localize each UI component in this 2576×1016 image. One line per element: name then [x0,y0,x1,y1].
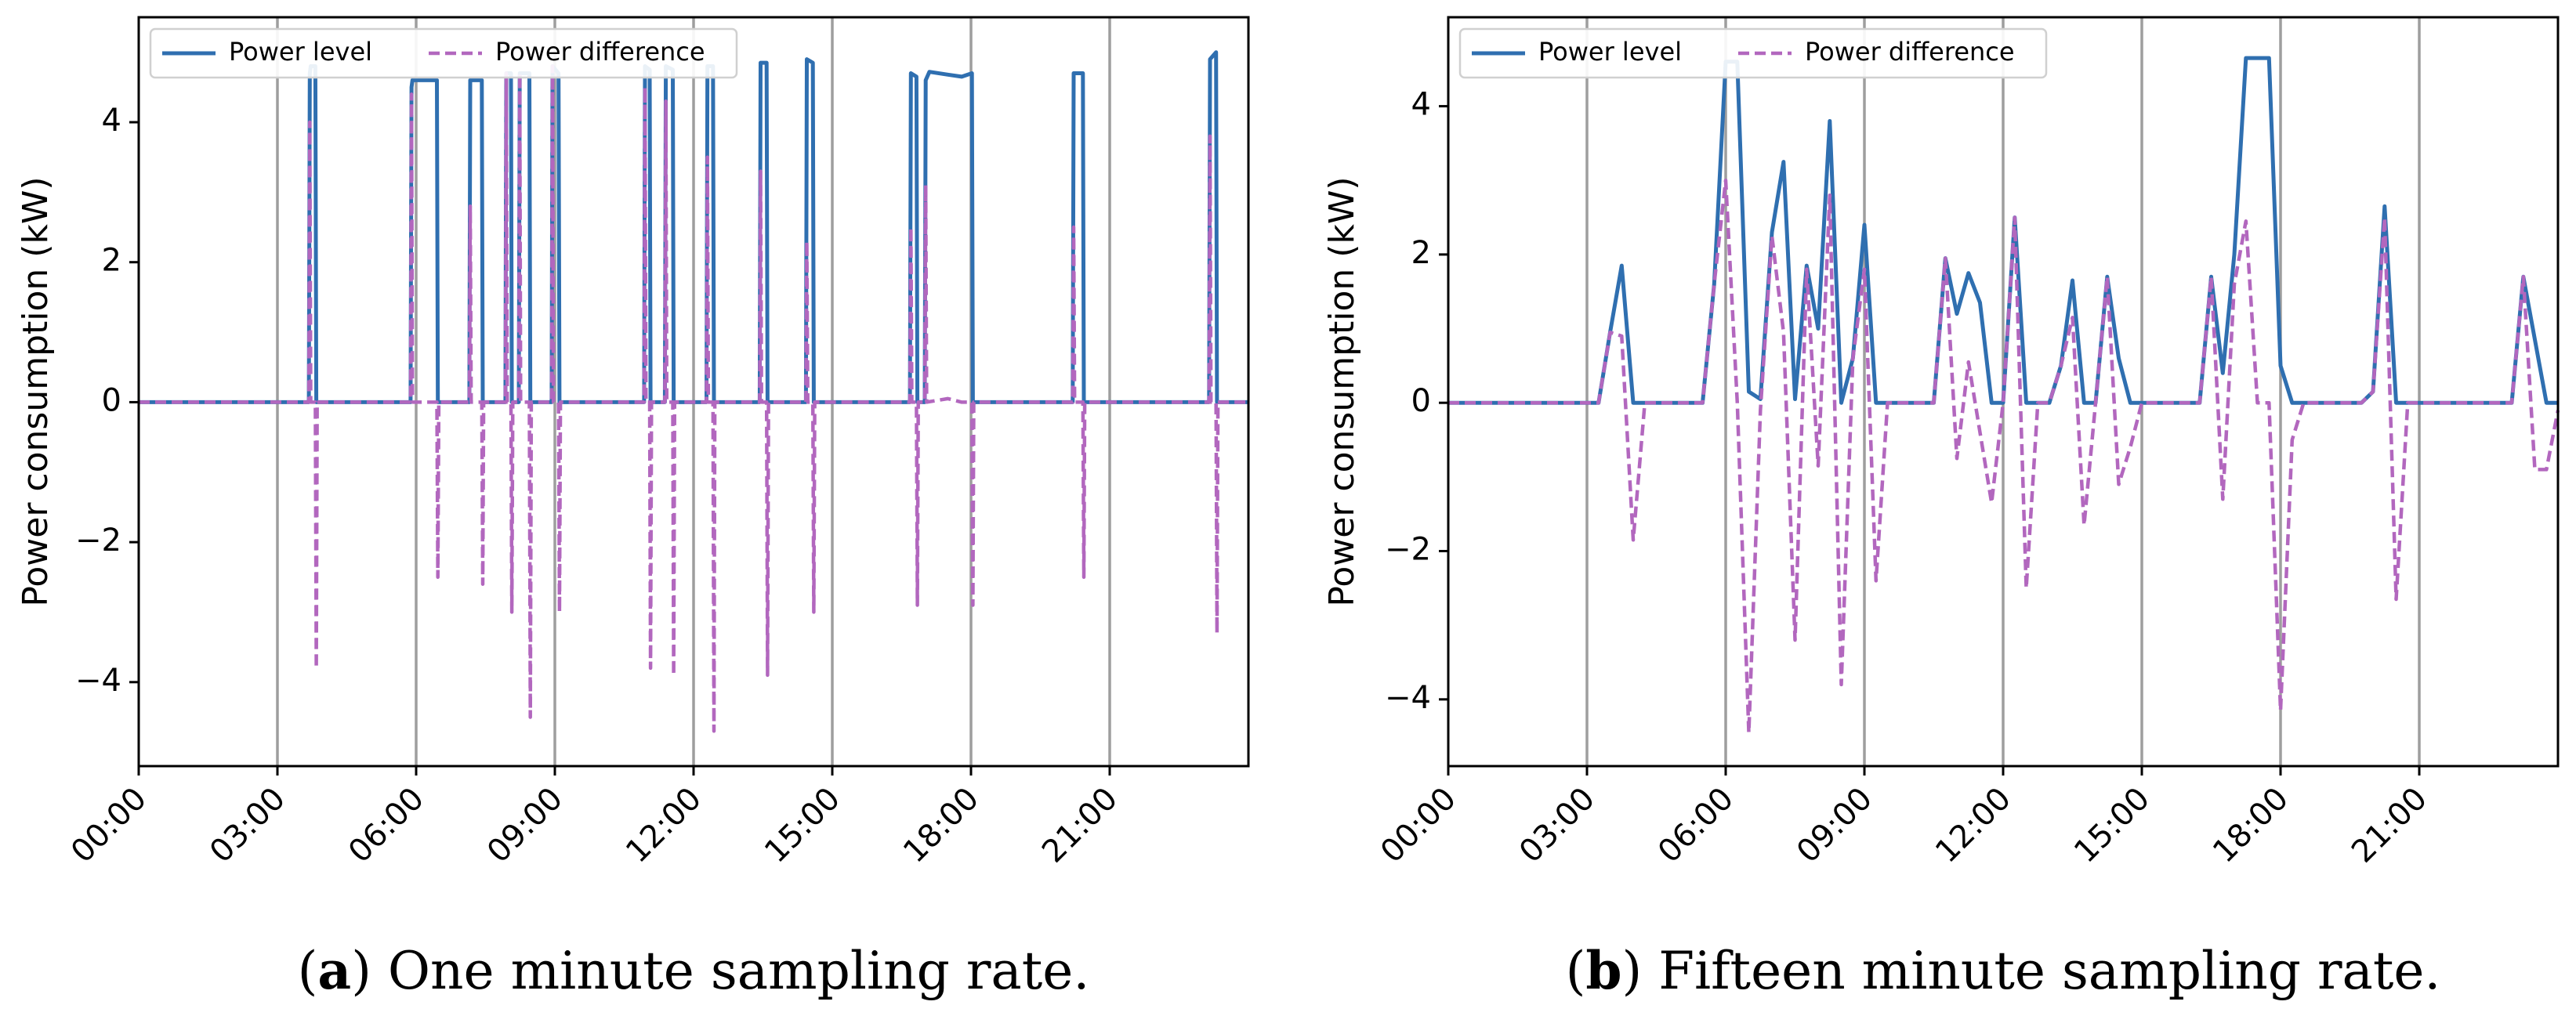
panel-a-x-ticks: 00:00 03:00 06:00 09:00 12:00 15:00 18:00 21:00 [64,766,1125,870]
panel-b-ytick-label-0: 4 [1411,87,1431,123]
panel-a-xtick-label-3: 09:00 [480,781,570,870]
panel-a-legend-box [149,27,738,79]
panel-b-grid [1585,17,2421,766]
panel-b-xtick-label-0: 00:00 [1374,781,1463,870]
panel-b-series [1448,56,2560,735]
panel-a-xtick-label-2: 06:00 [342,781,431,870]
panel-a-xtick-label-0: 00:00 [64,781,154,870]
panel-b-xtick-label-3: 09:00 [1790,781,1879,870]
panel-a-legend: Power level Power difference [149,27,738,79]
panel-a-legend-power-difference: Power difference [495,37,705,67]
panel-b-legend: Power level Power difference [1458,27,2048,79]
panel-a-grid [276,17,1111,766]
panel-b-ytick-label-1: 2 [1411,235,1431,271]
panel-b-ytick-label-4: −4 [1385,680,1431,716]
panel-a-caption-letter: a [317,940,351,1001]
panel-a-y-ticks: 4 2 0 −2 −4 [75,103,139,699]
panel-a-xtick-label-4: 12:00 [619,781,708,870]
panel-b-xtick-label-6: 18:00 [2206,781,2295,870]
panel-a-y-axis-label: Power consumption (kW) [16,176,56,606]
panel-b-ytick-label-2: 0 [1411,383,1431,419]
panel-a-ytick-label-3: −2 [75,522,121,559]
panel-b-caption-text: Fifteen minute sampling rate. [1658,941,2440,1001]
panel-a-ytick-label-0: 4 [102,103,121,139]
panel-a-xtick-label-5: 15:00 [758,781,847,870]
panel-b-series-power-level [1448,56,2558,405]
panel-a-xtick-label-6: 18:00 [897,781,986,870]
panel-a-xtick-label-7: 21:00 [1035,781,1125,870]
panel-b-series-power-difference [1448,178,2560,735]
panel-b-caption-letter: b [1585,940,1621,1001]
panel-a-series-power-difference [139,64,1248,733]
panel-a-legend-power-level: Power level [229,37,372,67]
panel-a-ytick-label-4: −4 [75,663,121,699]
panel-a-ytick-label-2: 0 [102,382,121,418]
panel-a-caption-text: One minute sampling rate. [388,941,1089,1001]
panel-b: 4 2 0 −2 −4 00:00 03:00 06:00 09:00 12:00 15:00 18… [1322,16,2560,1001]
panel-a: 4 2 0 −2 −4 00:00 03:00 06:00 09:00 12:00 15:00 18… [16,16,1250,1001]
panel-b-legend-power-difference: Power difference [1805,37,2015,67]
panel-a-xtick-label-1: 03:00 [203,781,292,870]
panel-a-caption: (a) One minute sampling rate. [298,940,1090,1001]
panel-b-legend-power-level: Power level [1538,37,1682,67]
panel-b-xtick-label-4: 12:00 [1929,781,2018,870]
panel-b-xtick-label-7: 21:00 [2345,781,2434,870]
panel-b-xtick-label-1: 03:00 [1513,781,1602,870]
panel-b-xtick-label-5: 15:00 [2067,781,2157,870]
panel-b-y-ticks: 4 2 0 −2 −4 [1385,87,1448,716]
panel-b-caption: (b) Fifteen minute sampling rate. [1566,940,2441,1001]
panel-b-ytick-label-3: −2 [1385,532,1431,568]
panel-b-y-axis-label: Power consumption (kW) [1322,176,1362,606]
panel-b-xtick-label-2: 06:00 [1651,781,1741,870]
panel-a-ytick-label-1: 2 [102,243,121,279]
panel-b-legend-box [1458,27,2048,79]
panel-b-x-ticks: 00:00 03:00 06:00 09:00 12:00 15:00 18:00 21:00 [1374,766,2434,870]
